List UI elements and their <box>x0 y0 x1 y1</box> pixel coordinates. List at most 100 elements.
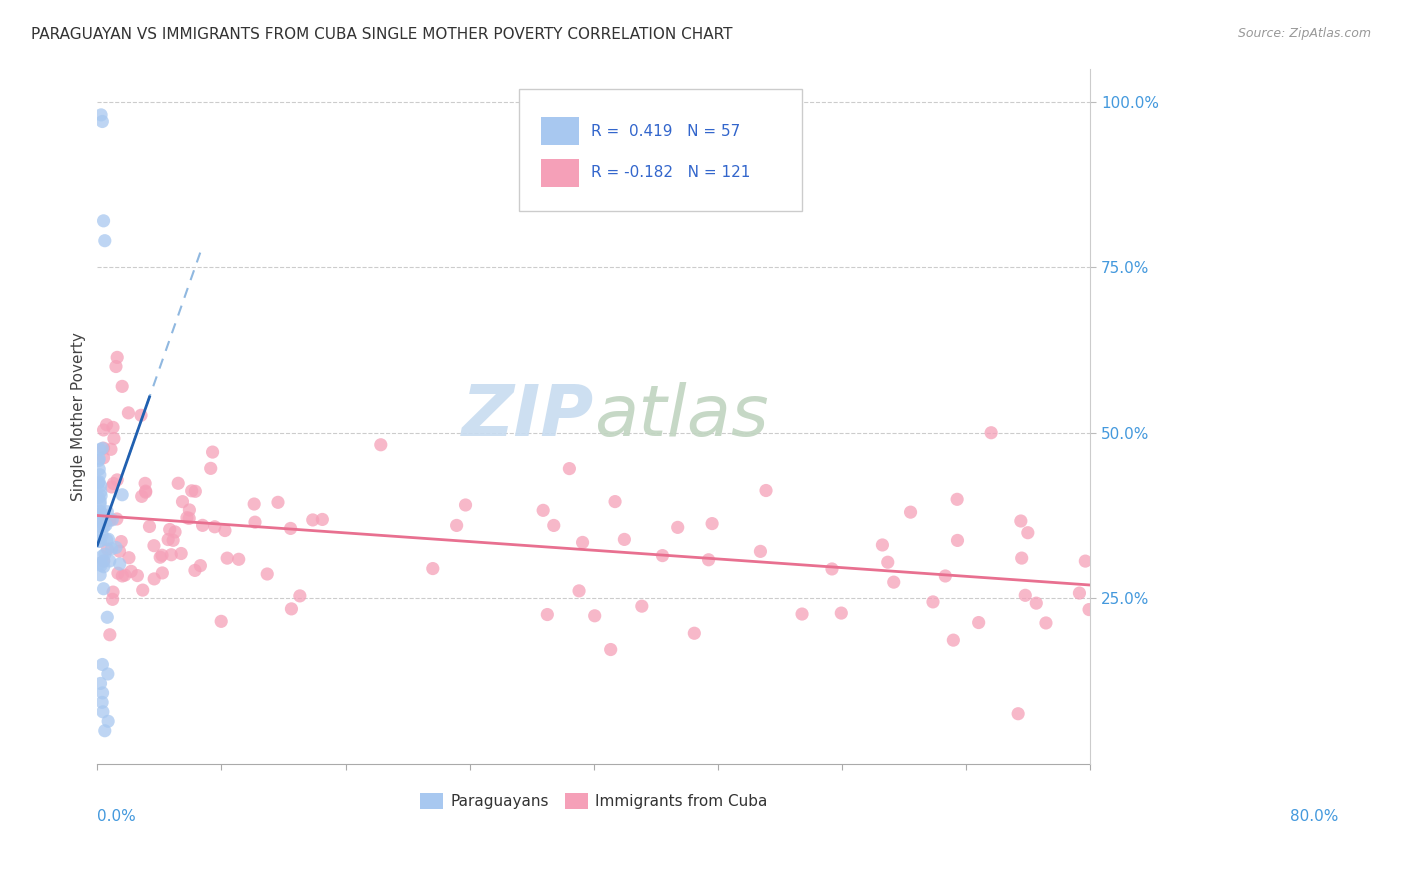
Point <box>93 423 115 437</box>
Point <box>101 585 124 599</box>
Point <box>94 234 117 248</box>
Point <box>87 491 110 505</box>
Point <box>179 511 201 525</box>
Point <box>256 567 278 582</box>
Point <box>108 557 131 571</box>
Point <box>107 566 129 581</box>
Text: R = -0.182   N = 121: R = -0.182 N = 121 <box>591 165 751 180</box>
Point <box>1014 588 1036 602</box>
Point <box>666 520 689 534</box>
Point <box>370 438 392 452</box>
Point <box>876 555 898 569</box>
Point <box>87 531 110 545</box>
Point <box>134 476 156 491</box>
Point <box>91 657 114 672</box>
Point <box>243 515 266 529</box>
Point <box>93 582 115 596</box>
Point <box>683 626 706 640</box>
Point <box>91 520 114 534</box>
Point <box>165 524 187 539</box>
Point <box>103 432 125 446</box>
Point <box>934 569 956 583</box>
Point <box>217 551 239 566</box>
Point <box>228 552 250 566</box>
Point <box>280 521 302 535</box>
FancyBboxPatch shape <box>541 159 579 186</box>
Point <box>87 475 110 490</box>
Point <box>143 572 166 586</box>
Point <box>89 451 111 466</box>
Y-axis label: Single Mother Poverty: Single Mother Poverty <box>72 332 86 500</box>
Point <box>98 554 121 568</box>
Point <box>108 544 131 558</box>
Legend: Paraguayans, Immigrants from Cuba: Paraguayans, Immigrants from Cuba <box>415 787 773 815</box>
Point <box>110 534 132 549</box>
Point <box>129 409 152 423</box>
Point <box>1017 525 1039 540</box>
Point <box>91 114 114 128</box>
Point <box>96 417 118 432</box>
Point <box>1078 602 1101 616</box>
Point <box>583 608 606 623</box>
Point <box>97 667 120 681</box>
Point <box>90 507 112 521</box>
Text: 0.0%: 0.0% <box>97 809 136 824</box>
Point <box>111 379 134 393</box>
Point <box>135 484 157 499</box>
Point <box>201 445 224 459</box>
Point <box>118 550 141 565</box>
Point <box>91 695 114 709</box>
Point <box>105 351 128 365</box>
Point <box>101 420 124 434</box>
Point <box>100 480 122 494</box>
Text: R =  0.419   N = 57: R = 0.419 N = 57 <box>591 124 740 138</box>
Point <box>93 441 115 455</box>
Point <box>170 547 193 561</box>
Point <box>89 462 111 476</box>
Text: ZIP: ZIP <box>461 382 593 450</box>
Point <box>1035 615 1057 630</box>
Point <box>104 541 127 555</box>
Point <box>179 503 201 517</box>
Point <box>190 558 212 573</box>
Point <box>821 562 844 576</box>
Point <box>630 599 652 614</box>
Point <box>967 615 990 630</box>
Point <box>89 534 111 549</box>
Point <box>543 518 565 533</box>
Point <box>104 359 127 374</box>
Point <box>89 557 111 571</box>
Point <box>946 533 969 548</box>
Point <box>599 642 621 657</box>
Point <box>89 442 111 457</box>
Point <box>267 495 290 509</box>
Point <box>157 533 180 547</box>
Point <box>91 705 114 719</box>
Point <box>93 508 115 522</box>
Point <box>603 494 626 508</box>
FancyBboxPatch shape <box>519 89 803 211</box>
Point <box>946 492 969 507</box>
Point <box>90 479 112 493</box>
Point <box>93 559 115 574</box>
Point <box>96 514 118 528</box>
Point <box>89 467 111 482</box>
Point <box>87 453 110 467</box>
Point <box>172 494 194 508</box>
Point <box>149 550 172 565</box>
Point <box>980 425 1002 440</box>
Point <box>454 498 477 512</box>
Point <box>1074 554 1097 568</box>
Point <box>159 523 181 537</box>
Point <box>91 527 114 541</box>
Point <box>90 489 112 503</box>
Point <box>613 533 636 547</box>
Point <box>138 519 160 533</box>
Point <box>288 589 311 603</box>
Point <box>97 533 120 547</box>
Point <box>301 513 323 527</box>
Point <box>135 485 157 500</box>
Point <box>162 533 184 548</box>
Point <box>167 476 190 491</box>
Point <box>176 510 198 524</box>
